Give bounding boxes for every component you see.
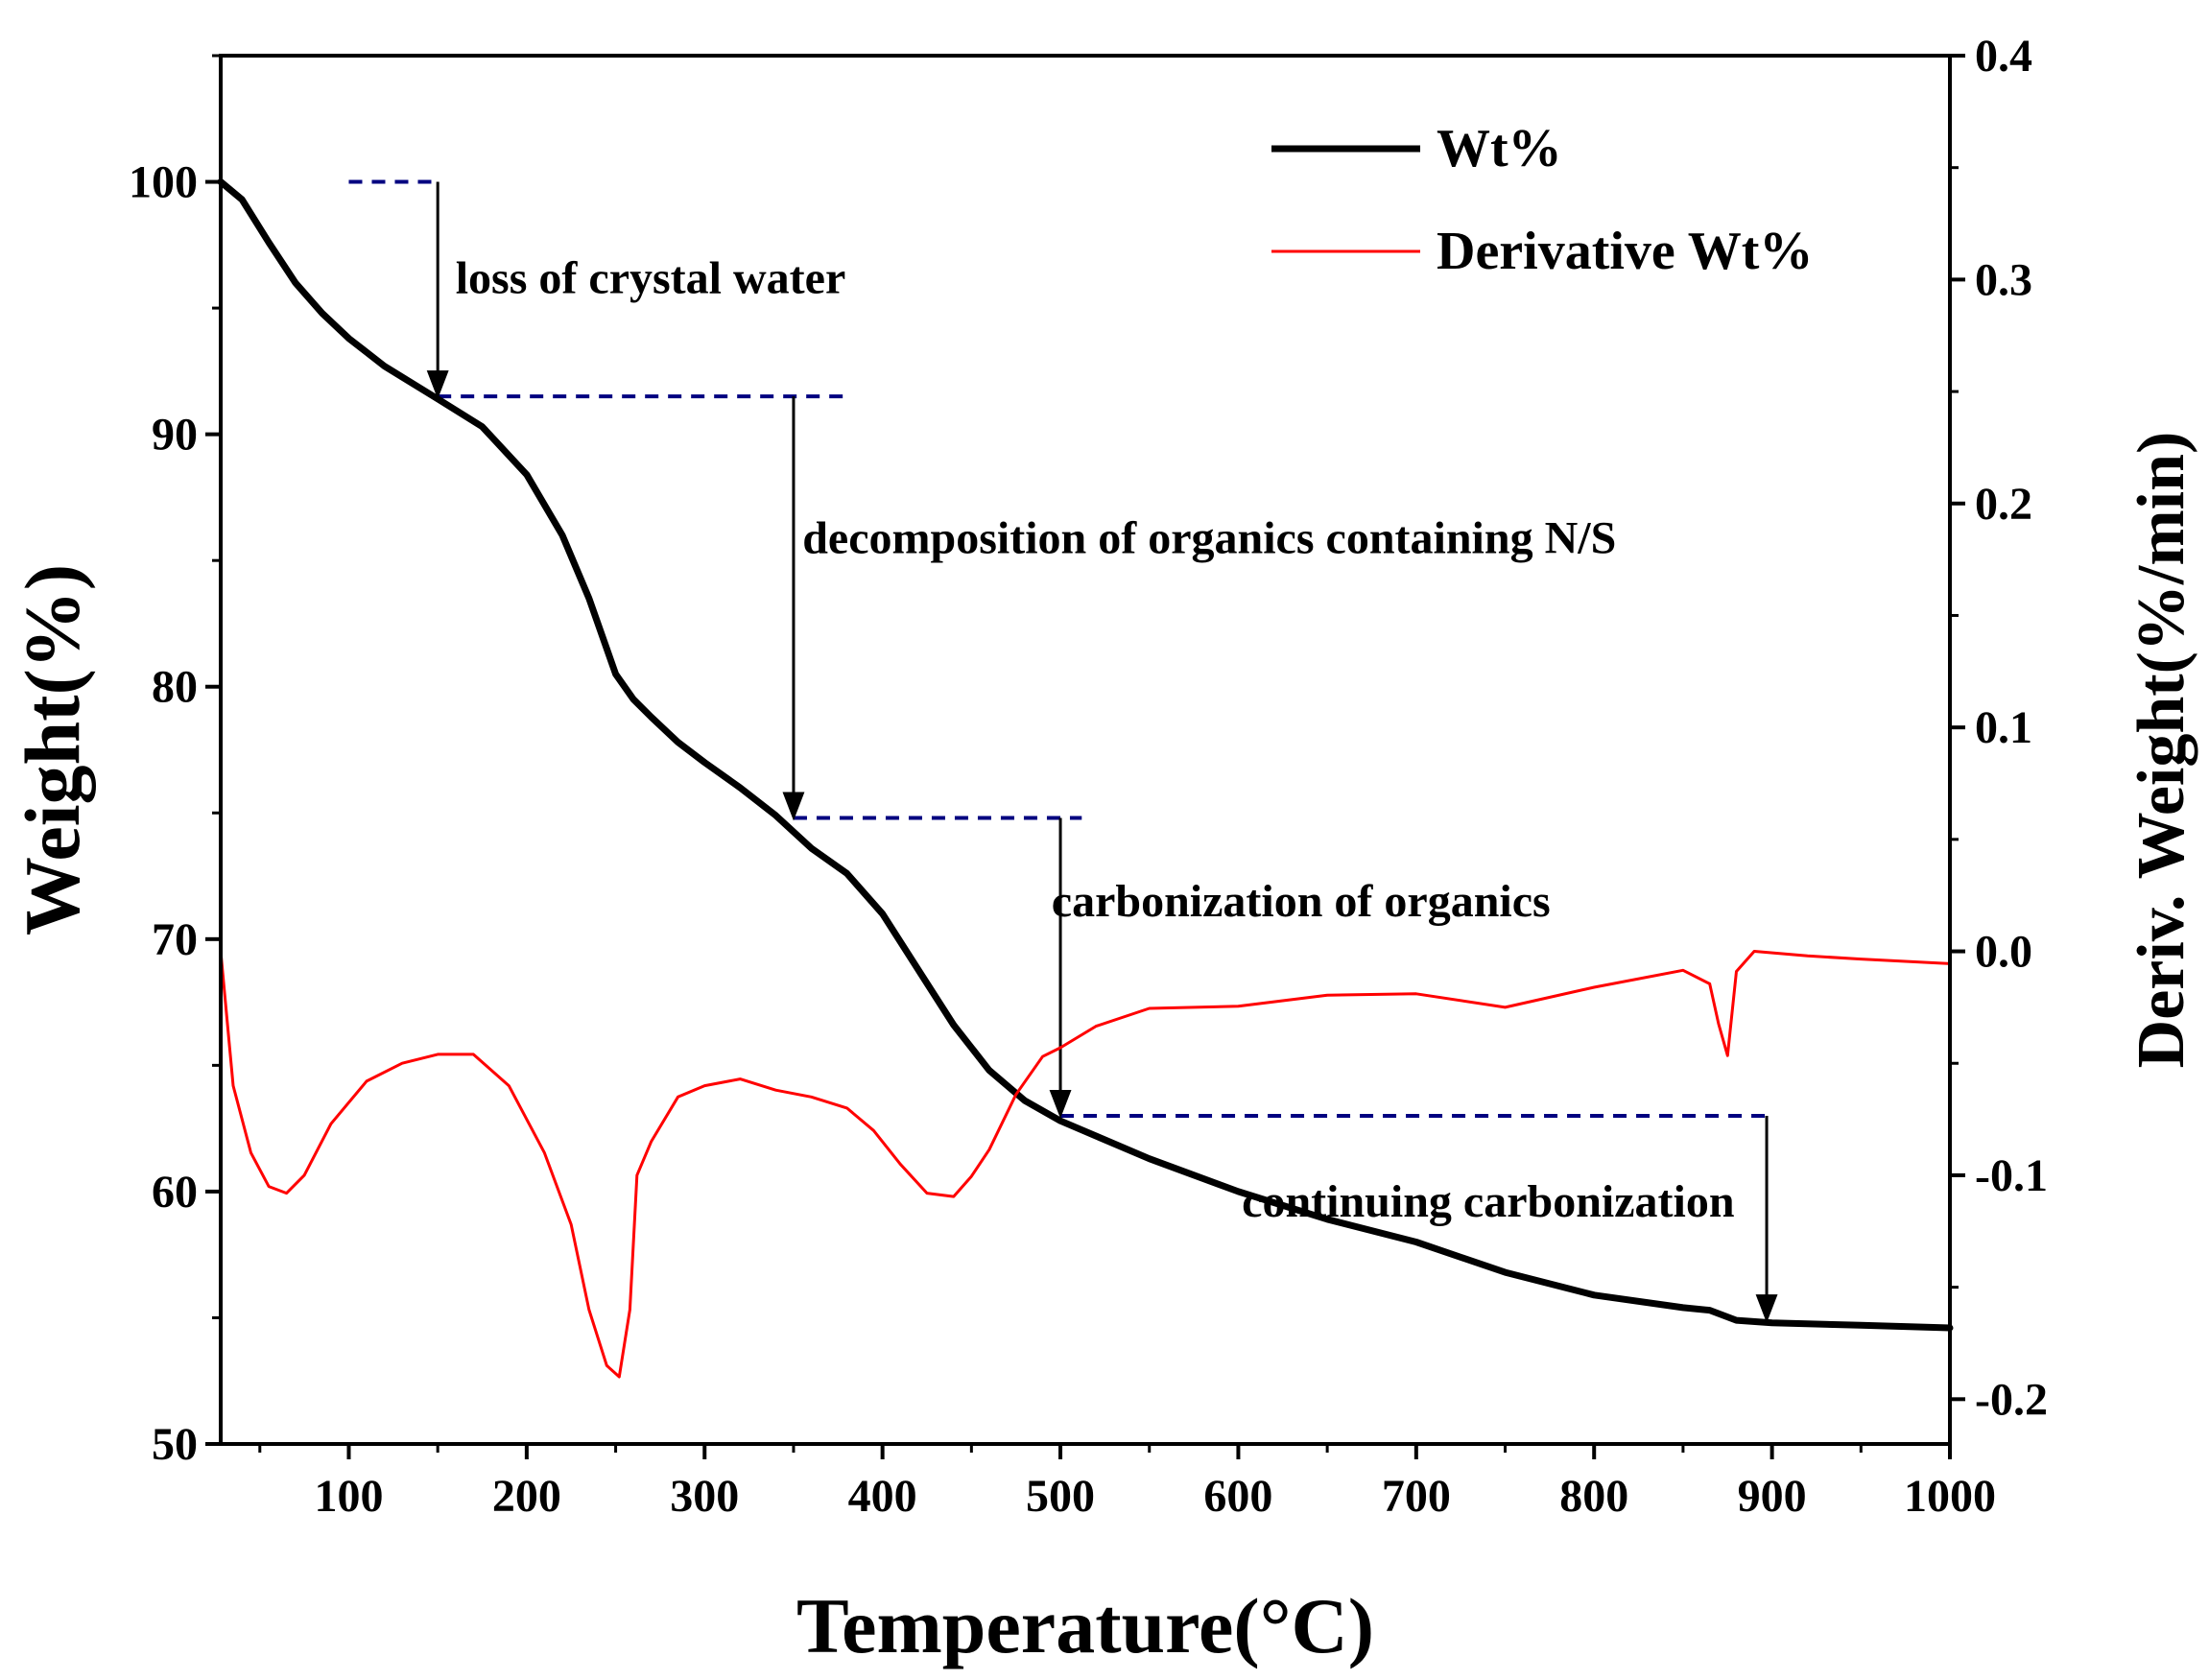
x-axis: 100 200 300 400 500 600 700 800 900 1000: [258, 1444, 1996, 1522]
legend: Wt% Derivative Wt%: [1271, 119, 1813, 281]
x-axis-title: Temperature(°C): [796, 1582, 1374, 1669]
x-tick-label: 800: [1559, 1471, 1628, 1522]
series-weight-line: [217, 178, 1954, 1332]
annotation-arrow-head: [1755, 1294, 1778, 1323]
y-left-tick-label: 90: [152, 410, 198, 461]
y-right-tick-label: -0.2: [1975, 1374, 2048, 1425]
y-left-tick-label: 100: [129, 157, 198, 208]
y-axis-right: -0.2 -0.1 0.0 0.1 0.2 0.3 0.4: [1950, 31, 2048, 1425]
annotation-arrow-head: [782, 792, 805, 821]
series-derivative-line: [219, 950, 1952, 1379]
annotation-arrow-head: [426, 370, 449, 399]
series-layer: [217, 178, 1954, 1379]
y-axis-left-title: Weight(%): [9, 564, 96, 935]
annotation-layer: loss of crystal water decomposition of or…: [348, 179, 1778, 1323]
y-right-tick-label: -0.1: [1975, 1150, 2048, 1201]
y-axis-left: 50 60 70 80 90 100: [129, 54, 221, 1470]
x-tick-label: 600: [1203, 1471, 1272, 1522]
x-tick-label: 100: [314, 1471, 383, 1522]
y-left-tick-label: 80: [152, 662, 198, 713]
legend-label-derivative: Derivative Wt%: [1437, 222, 1813, 281]
annotation-label: continuing carbonization: [1242, 1176, 1734, 1227]
plot-frame: [219, 54, 1952, 1446]
x-tick-label: 900: [1738, 1471, 1807, 1522]
y-right-tick-label: 0.2: [1975, 479, 2032, 530]
y-right-tick-label: 0.4: [1975, 31, 2032, 82]
x-tick-label: 200: [492, 1471, 561, 1522]
y-left-tick-label: 60: [152, 1167, 198, 1218]
annotation-label: loss of crystal water: [456, 252, 846, 303]
annotation-label: carbonization of organics: [1052, 876, 1551, 927]
x-tick-label: 400: [848, 1471, 917, 1522]
legend-label-wt: Wt%: [1437, 119, 1562, 178]
y-right-tick-label: 0.3: [1975, 254, 2032, 305]
y-left-tick-label: 70: [152, 914, 198, 965]
annotation-label: decomposition of organics containing N/S: [802, 512, 1616, 563]
x-tick-label: 1000: [1904, 1471, 1996, 1522]
x-tick-label: 300: [670, 1471, 739, 1522]
x-tick-label: 700: [1382, 1471, 1451, 1522]
annotation-arrow-head: [1049, 1089, 1072, 1119]
y-right-tick-label: 0.1: [1975, 702, 2032, 753]
x-tick-label: 500: [1026, 1471, 1095, 1522]
y-right-tick-label: 0.0: [1975, 927, 2032, 978]
y-axis-right-title: Deriv. Weight(%/min): [2125, 432, 2198, 1069]
y-left-tick-label: 50: [152, 1419, 198, 1470]
